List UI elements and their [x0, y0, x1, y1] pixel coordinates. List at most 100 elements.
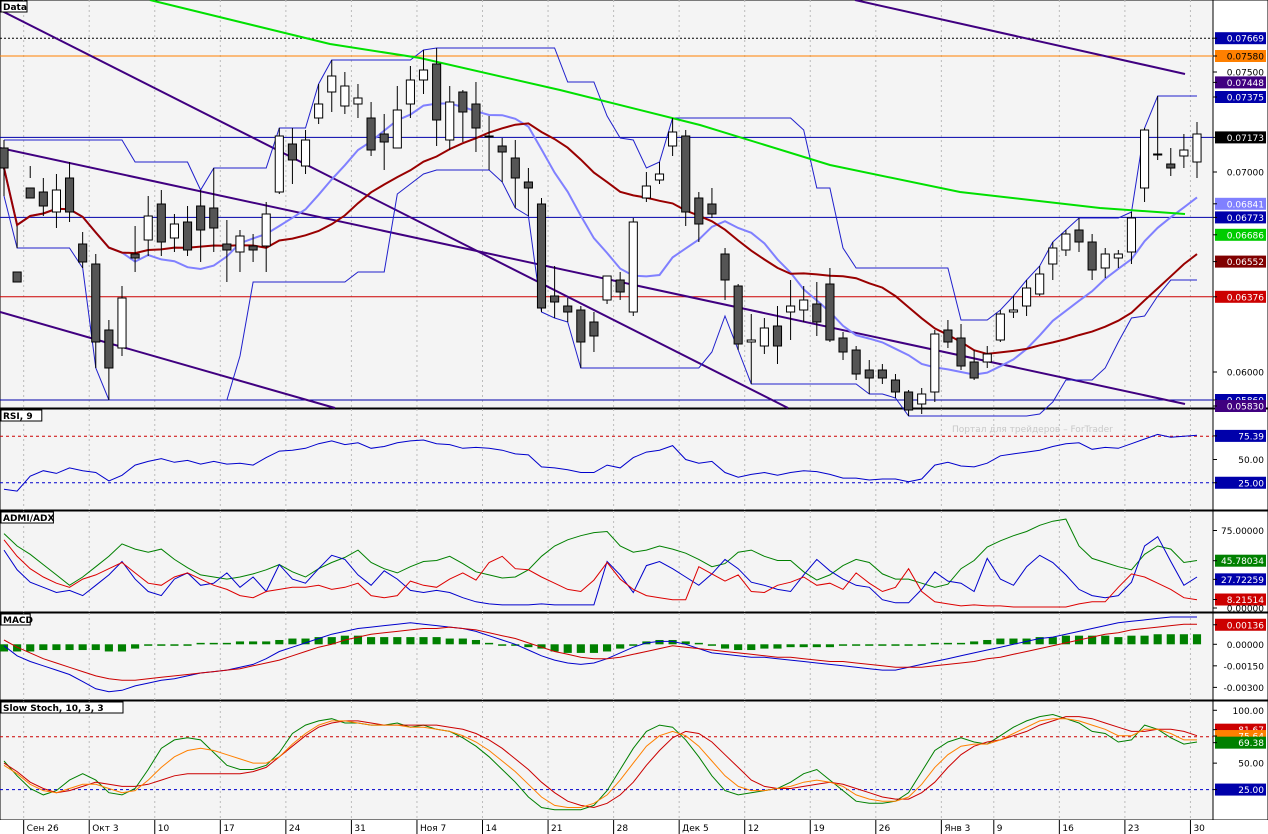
candle-body: [681, 135, 691, 213]
date-label: 21: [551, 824, 562, 834]
indicator-series-line: [3, 535, 1198, 606]
candle-body: [222, 243, 232, 251]
candle-body: [38, 191, 48, 207]
macd-histogram-bar: [734, 644, 743, 651]
candle-body: [327, 75, 337, 93]
price-label: 0.07669: [1227, 35, 1264, 45]
candle-body: [746, 339, 756, 343]
candle-body: [1192, 133, 1202, 163]
macd-histogram-bar: [104, 644, 113, 652]
candle-body: [1022, 287, 1032, 307]
trend-channel-line: [0, 9, 789, 409]
candle-body: [12, 271, 22, 283]
indicator-label: 45.78034: [1221, 557, 1264, 567]
date-label: 26: [879, 824, 891, 834]
panel-title: Slow Stoch, 10, 3, 3: [3, 704, 104, 714]
candle-body: [261, 213, 271, 247]
macd-histogram-bar: [563, 644, 572, 653]
macd-histogram-bar: [65, 644, 74, 651]
candle-body: [1074, 229, 1084, 243]
candle-body: [733, 285, 743, 345]
candle-body: [707, 203, 717, 215]
candle-body: [1166, 163, 1176, 169]
indicator-label: -0.00300: [1224, 684, 1265, 694]
candle-body: [235, 235, 245, 253]
candle-body: [786, 305, 796, 313]
macd-histogram-bar: [196, 642, 205, 645]
candle-body: [1087, 241, 1097, 271]
moving-average-fast-line: [3, 102, 1198, 376]
macd-histogram-bar: [1088, 635, 1097, 645]
trend-channel-line: [0, 311, 336, 409]
panel-title: RSI, 9: [3, 412, 33, 422]
candle-body: [602, 275, 612, 301]
date-label: 23: [1128, 824, 1139, 834]
candle-body: [772, 325, 783, 347]
candle-body: [471, 103, 481, 129]
candle-body: [576, 309, 586, 343]
candle-body: [904, 391, 914, 411]
indicator-label: 27.72259: [1221, 576, 1264, 586]
macd-histogram-bar: [144, 644, 153, 646]
candle-body: [156, 203, 166, 243]
macd-histogram-bar: [904, 644, 913, 646]
price-label-box: [1215, 400, 1266, 412]
indicator-label: 0.00136: [1227, 621, 1264, 631]
macd-histogram-bar: [576, 644, 585, 653]
panel-background-1: [0, 408, 1214, 511]
panel-title-box: [0, 511, 54, 524]
candle-body: [523, 181, 533, 189]
indicator-label: 69.38: [1238, 739, 1264, 749]
macd-histogram-bar: [720, 644, 730, 649]
indicator-label: -0.00150: [1224, 662, 1265, 672]
candle-body: [445, 101, 455, 141]
candle-body: [930, 333, 940, 393]
macd-histogram-bar: [170, 644, 179, 646]
macd-histogram-bar: [970, 641, 979, 645]
candle-body: [864, 369, 874, 379]
date-label: Сен 26: [27, 824, 59, 834]
date-label: 9: [997, 824, 1003, 834]
macd-histogram-bar: [956, 642, 966, 645]
candle-body: [91, 263, 101, 343]
macd-histogram-bar: [301, 638, 310, 645]
panel-title-box: [0, 409, 43, 422]
indicator-label-box: [1215, 593, 1266, 606]
candle-body: [1113, 253, 1123, 259]
moving-average-long-line: [149, 0, 1186, 215]
date-label: 24: [289, 824, 301, 834]
candle-body: [694, 197, 704, 225]
candle-body: [130, 253, 140, 259]
macd-histogram-bar: [1009, 638, 1018, 645]
indicator-label: 100.00: [1233, 707, 1265, 717]
macd-histogram-bar: [852, 644, 861, 646]
panel-title: ADMI/ADX: [3, 514, 54, 524]
candle-body: [917, 393, 927, 405]
candle-body: [536, 203, 547, 309]
indicator-label-box: [1215, 618, 1266, 631]
panel-background-4: [0, 700, 1214, 821]
candle-body: [300, 139, 311, 167]
candle-body: [759, 327, 769, 347]
price-scale-4: [1212, 700, 1268, 821]
indicator-label-box: [1215, 736, 1266, 749]
indicator-label-box: [1215, 573, 1266, 586]
date-label: 28: [617, 824, 629, 834]
date-label: 30: [1193, 824, 1205, 834]
macd-histogram-bar: [1061, 635, 1070, 645]
macd-histogram-bar: [917, 644, 926, 646]
price-label: 0.05830: [1227, 403, 1264, 413]
date-label: 31: [354, 824, 365, 834]
macd-histogram-bar: [668, 639, 677, 645]
panel-title-box: [0, 0, 28, 13]
macd-histogram-bar: [471, 639, 481, 645]
indicator-label-box: [1215, 476, 1266, 489]
date-label: 19: [813, 824, 825, 834]
macd-histogram-bar: [747, 644, 756, 651]
panel-title-box: [0, 701, 124, 714]
macd-histogram-bar: [891, 644, 900, 646]
macd-histogram-bar: [117, 644, 127, 652]
date-label: 10: [158, 824, 170, 834]
